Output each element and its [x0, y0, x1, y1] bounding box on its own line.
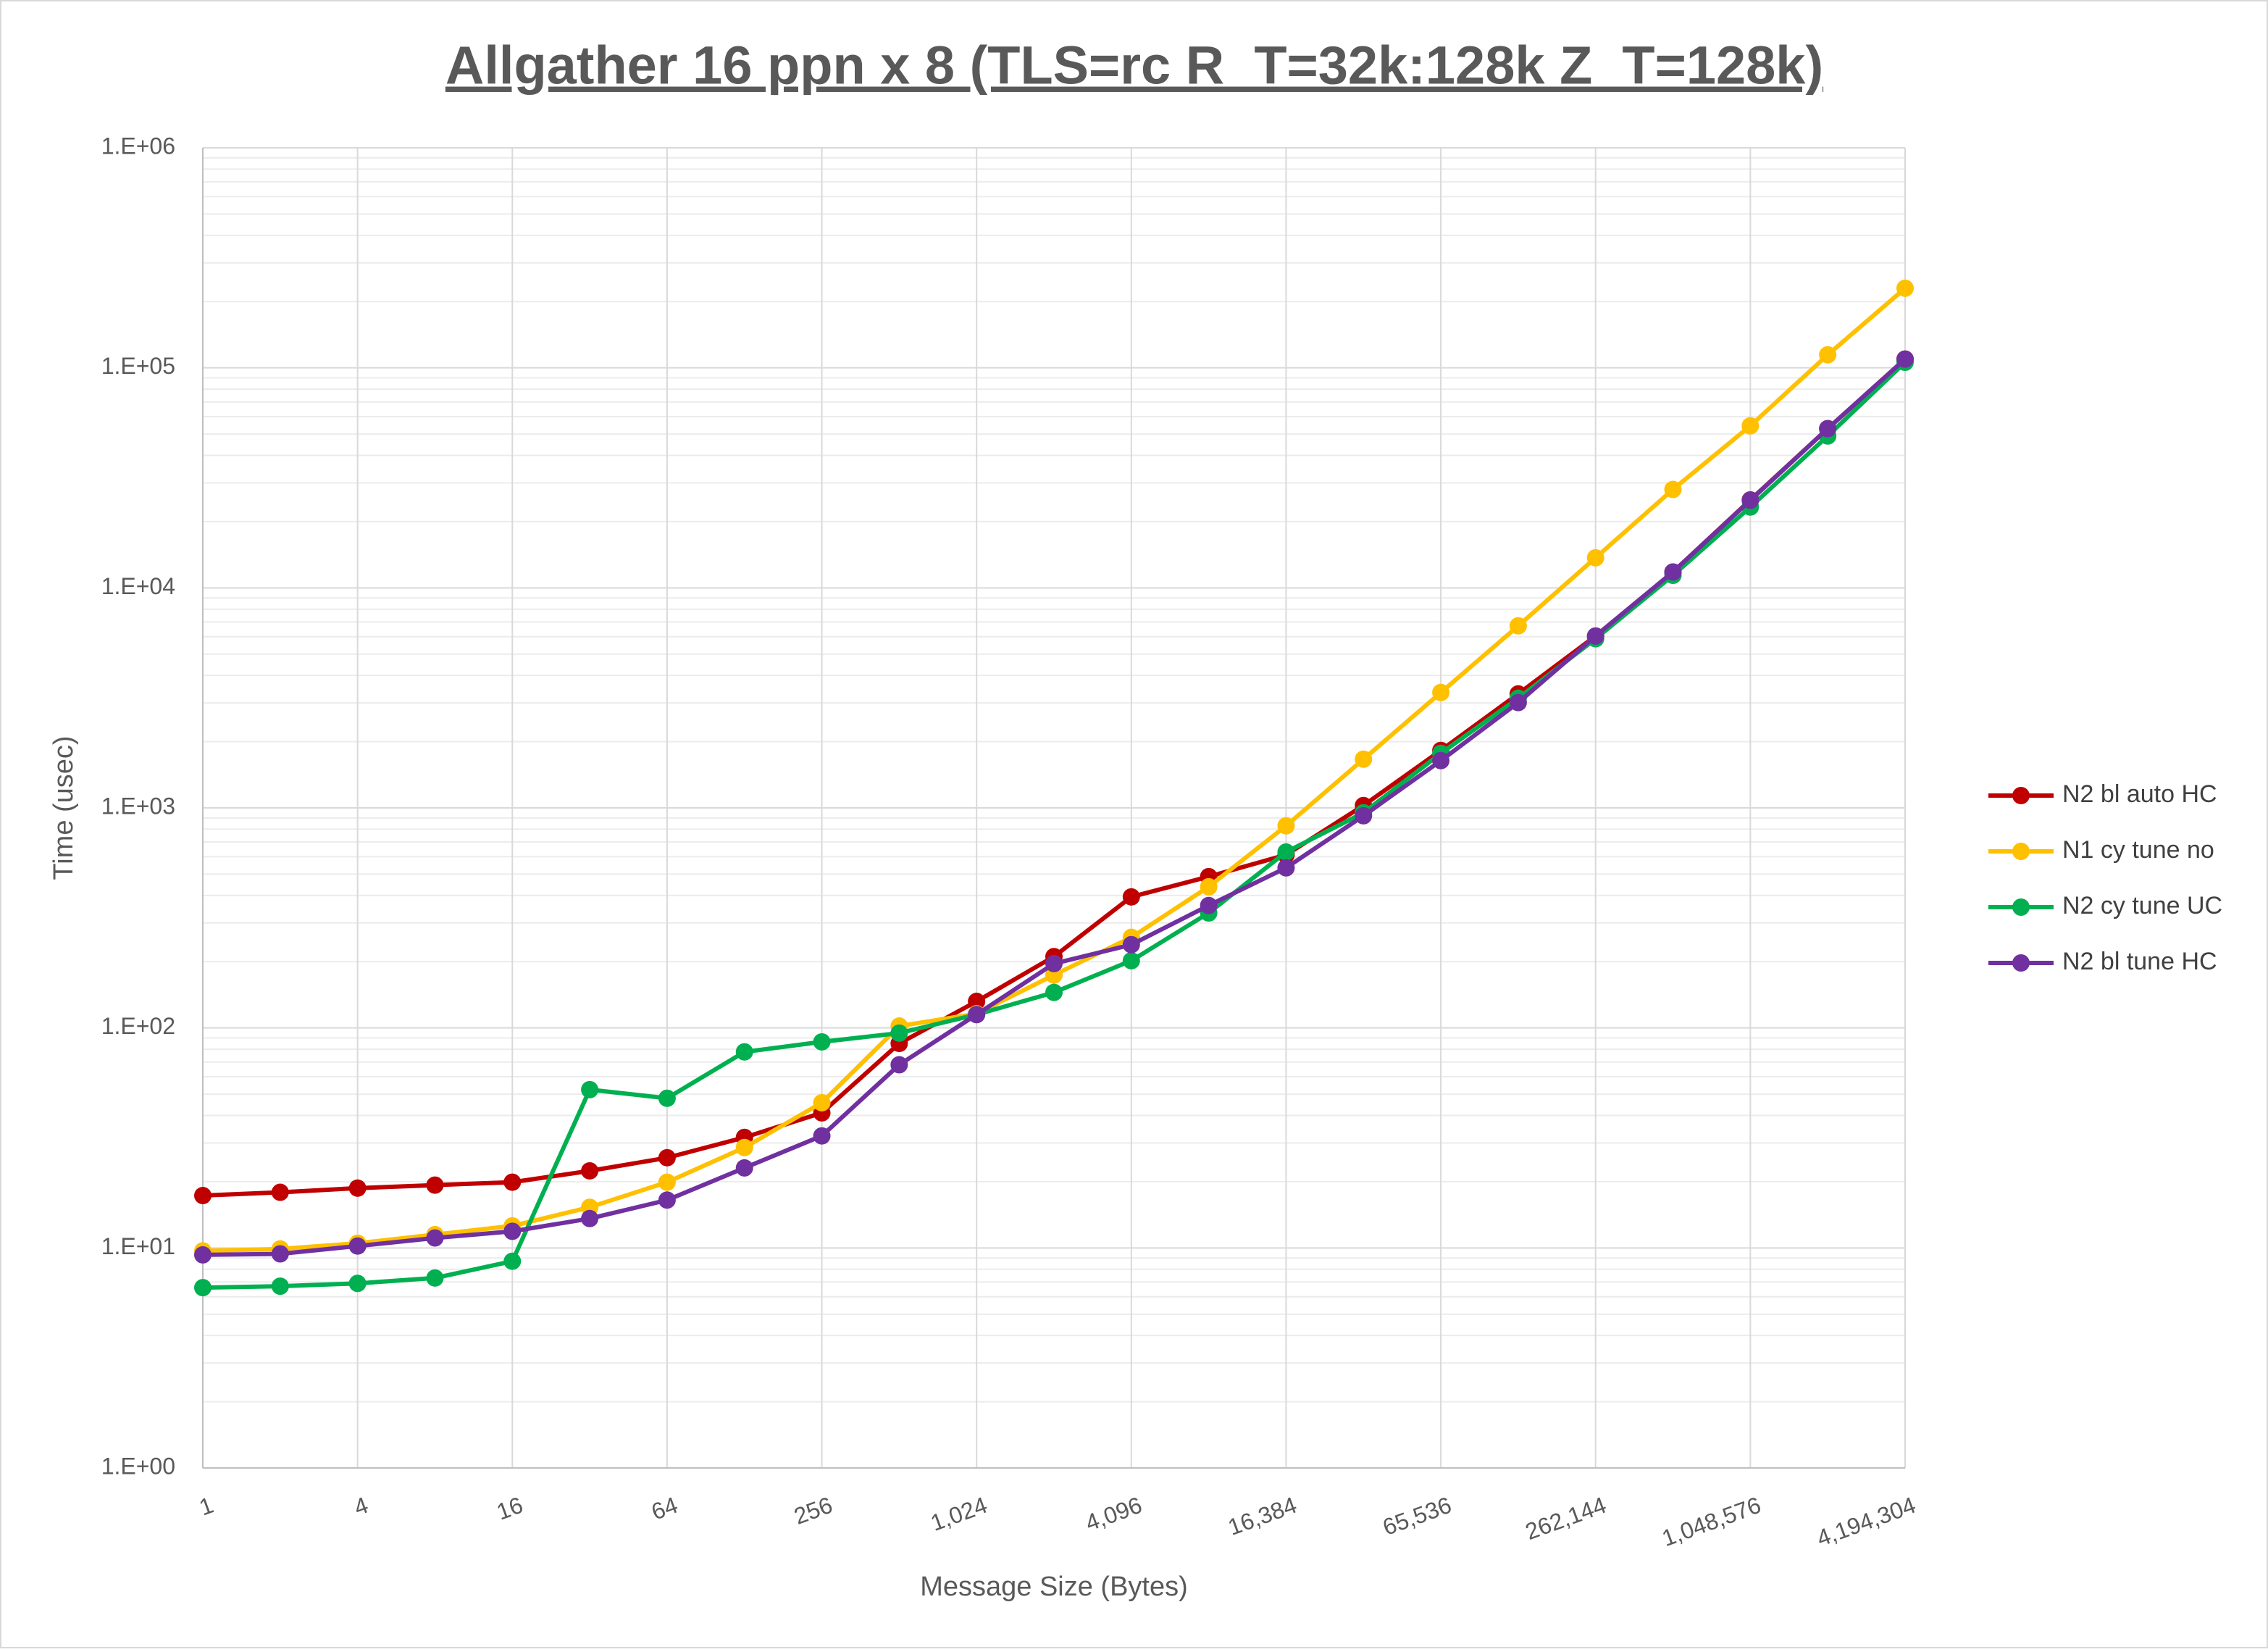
legend-marker [2012, 898, 2030, 916]
data-point [426, 1269, 444, 1287]
y-axis-title: Time (usec) [49, 735, 79, 880]
grid [202, 147, 1906, 1469]
data-point [503, 1222, 522, 1240]
data-point [1741, 491, 1759, 509]
data-point [581, 1209, 599, 1227]
data-point [1045, 983, 1063, 1001]
data-point [1509, 617, 1527, 635]
data-point [1741, 417, 1759, 435]
data-point [968, 993, 986, 1011]
data-point [1045, 954, 1063, 972]
data-point [1200, 877, 1218, 896]
data-point [503, 1173, 522, 1191]
data-point [1664, 480, 1682, 498]
data-point [426, 1229, 444, 1247]
data-point [1896, 279, 1914, 297]
legend-label: N2 bl auto HC [2062, 780, 2217, 808]
data-point [271, 1245, 289, 1263]
data-point [1277, 817, 1295, 835]
data-point [271, 1277, 289, 1296]
data-point [1896, 350, 1914, 368]
data-point [194, 1279, 212, 1297]
y-tick-label: 1.E+06 [101, 133, 175, 159]
data-point [1277, 843, 1295, 861]
data-point [1819, 420, 1837, 438]
y-tick-label: 1.E+02 [101, 1013, 175, 1039]
data-point [813, 1127, 831, 1145]
y-tick-label: 1.E+00 [101, 1453, 175, 1479]
data-point [581, 1161, 599, 1180]
data-point [658, 1089, 676, 1107]
data-point [503, 1252, 522, 1270]
y-tick-label: 1.E+03 [101, 793, 175, 819]
data-point [658, 1173, 676, 1191]
legend-label: N1 cy tune no [2062, 836, 2214, 864]
data-point [735, 1159, 753, 1177]
legend-marker [2012, 787, 2030, 804]
data-point [1509, 693, 1527, 712]
data-point [194, 1187, 212, 1205]
data-point [658, 1148, 676, 1167]
legend-marker [2012, 843, 2030, 860]
data-point [813, 1032, 831, 1051]
data-point [348, 1179, 367, 1197]
data-point [581, 1080, 599, 1098]
data-point [890, 1056, 908, 1074]
y-tick-label: 1.E+05 [101, 353, 175, 379]
data-point [1432, 751, 1450, 769]
y-tick-label: 1.E+01 [101, 1233, 175, 1259]
data-point [1819, 346, 1837, 364]
data-point [658, 1191, 676, 1209]
data-point [348, 1237, 367, 1255]
data-point [735, 1138, 753, 1156]
data-point [968, 1006, 986, 1024]
data-point [426, 1176, 444, 1194]
x-axis-title: Message Size (Bytes) [920, 1572, 1188, 1602]
data-point [271, 1183, 289, 1201]
data-point [1355, 750, 1373, 768]
data-point [348, 1275, 367, 1293]
legend-marker [2012, 954, 2030, 972]
chart-title: Allgather 16 ppn x 8 (TLS=rc R_T=32k:128… [445, 36, 1823, 96]
legend-label: N2 bl tune HC [2062, 948, 2217, 975]
data-point [1122, 951, 1140, 969]
legend-label: N2 cy tune UC [2062, 892, 2222, 919]
data-point [1664, 563, 1682, 581]
data-point [1355, 806, 1373, 825]
data-point [1586, 627, 1604, 645]
series [194, 350, 1914, 1264]
data-point [890, 1024, 908, 1042]
data-point [1586, 548, 1604, 567]
data-point [1122, 935, 1140, 954]
data-point [1200, 896, 1218, 914]
data-point [1432, 683, 1450, 701]
data-point [735, 1043, 753, 1061]
data-point [1122, 888, 1140, 906]
data-point [813, 1093, 831, 1111]
data-point [194, 1246, 212, 1264]
data-point [1277, 859, 1295, 877]
y-tick-label: 1.E+04 [101, 573, 175, 599]
